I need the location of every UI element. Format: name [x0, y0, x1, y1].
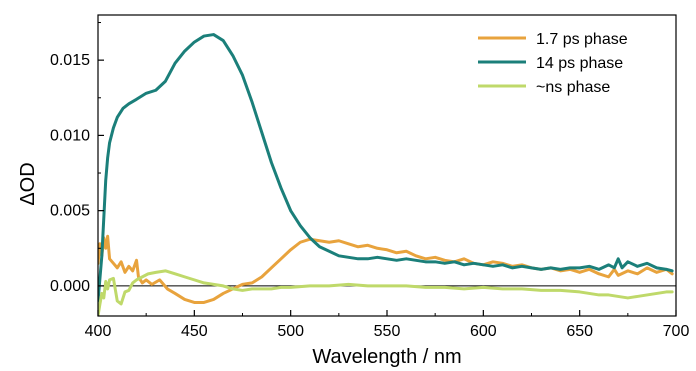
series-line-3	[98, 269, 674, 316]
series-line-2	[98, 33, 674, 303]
y-tick-label: 0.010	[50, 127, 90, 144]
y-axis-title: ΔOD	[17, 162, 39, 205]
y-axis-title-group: ΔOD	[17, 162, 39, 205]
y-tick-label: 0.000	[50, 278, 90, 295]
legend-label-3: ~ns phase	[536, 79, 610, 96]
x-axis-title: Wavelength / nm	[312, 346, 461, 368]
x-tick-label: 450	[181, 323, 208, 340]
x-tick-label: 550	[374, 323, 401, 340]
y-tick-label: 0.005	[50, 203, 90, 220]
x-tick-label: 500	[277, 323, 304, 340]
legend-label-2: 14 ps phase	[536, 55, 623, 72]
legend-label-1: 1.7 ps phase	[536, 31, 628, 48]
y-tick-label: 0.015	[50, 52, 90, 69]
x-tick-label: 400	[85, 323, 112, 340]
x-tick-label: 700	[663, 323, 690, 340]
plot-area: 400 450 500 550 600 650 700 0.000 0.005 0.010 0.01…	[50, 14, 690, 340]
x-tick-label: 650	[566, 323, 593, 340]
x-tick-label: 600	[470, 323, 497, 340]
